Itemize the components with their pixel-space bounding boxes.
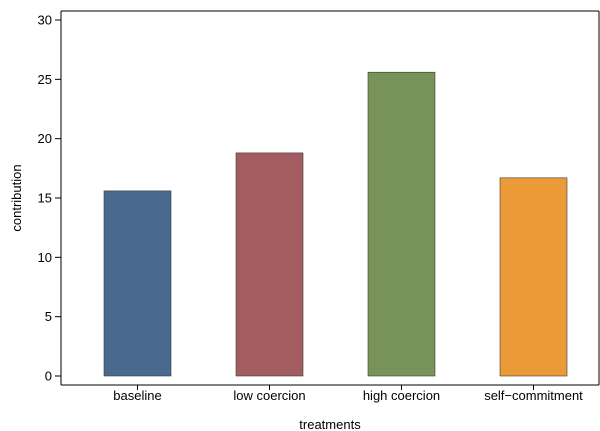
- x-axis: baseline low coercion high coercion self−co…: [61, 384, 599, 403]
- y-tick-label: 25: [38, 72, 52, 87]
- x-tick-label: self−commitment: [484, 388, 583, 403]
- bars-group: [103, 71, 568, 377]
- y-tick-label: 15: [38, 191, 52, 206]
- y-axis: 0 5 10 15 20 25 30: [38, 11, 62, 385]
- bar: [367, 71, 436, 377]
- x-axis-title: treatments: [299, 417, 361, 431]
- y-axis-title: contribution: [9, 164, 24, 231]
- bar: [499, 177, 568, 377]
- y-tick-label: 20: [38, 131, 52, 146]
- x-tick-label: high coercion: [363, 388, 440, 403]
- x-tick-label: low coercion: [233, 388, 305, 403]
- y-tick-label: 0: [45, 369, 52, 384]
- y-tick-label: 10: [38, 250, 52, 265]
- bar: [235, 152, 304, 377]
- x-tick-label: baseline: [113, 388, 161, 403]
- bar: [103, 190, 172, 377]
- y-tick-label: 5: [45, 309, 52, 324]
- y-tick-label: 30: [38, 13, 52, 28]
